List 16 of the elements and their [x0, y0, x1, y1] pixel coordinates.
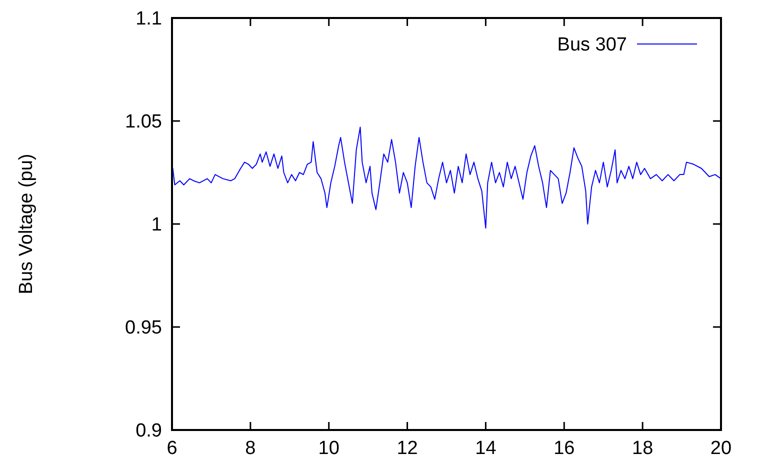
- y-tick-label: 0.95: [125, 318, 162, 339]
- y-axis-title: Bus Voltage (pu): [16, 154, 37, 294]
- x-tick-label: 16: [554, 438, 575, 459]
- x-tick-label: 20: [710, 438, 732, 459]
- y-tick-label: 1.05: [125, 112, 162, 133]
- y-tick-label: 0.9: [136, 420, 162, 442]
- x-tick-label: 8: [245, 438, 256, 459]
- y-tick-label: 1.1: [136, 8, 162, 30]
- legend-label: Bus 307: [557, 34, 627, 56]
- line-series: [172, 126, 722, 229]
- x-tick-label: 14: [475, 438, 497, 459]
- x-tick-label: 6: [166, 438, 178, 459]
- x-tick-label: 12: [396, 438, 418, 459]
- x-tick-label: 18: [632, 438, 654, 459]
- x-tick-label: 10: [318, 438, 340, 459]
- y-tick-label: 1: [151, 214, 162, 236]
